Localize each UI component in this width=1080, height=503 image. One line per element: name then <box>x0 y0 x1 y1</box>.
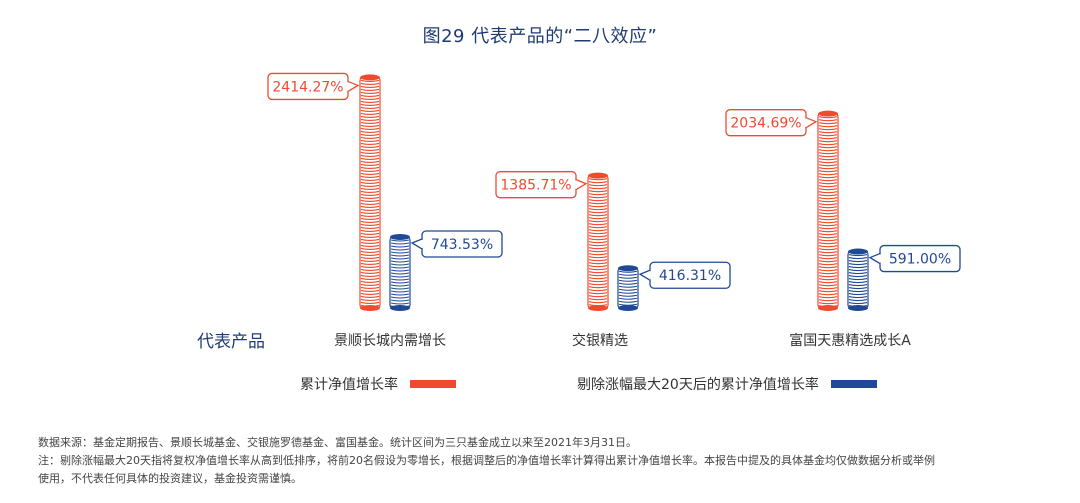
value-label-cumulative-3: 2034.69% <box>725 109 818 137</box>
footnote-note: 注：剔除涨幅最大20天指将复权净值增长率从高到低排序，将前20名假设为零增长，根… <box>38 454 935 467</box>
value-label-cumulative-2: 1385.71% <box>495 171 588 199</box>
value-label-excluded-1: 743.53% <box>410 230 503 258</box>
legend-excluded-label: 剔除涨幅最大20天后的累计净值增长率 <box>577 377 819 393</box>
category-label-2: 交银精选 <box>572 333 628 349</box>
legend-excluded: 剔除涨幅最大20天后的累计净值增长率 <box>577 374 877 394</box>
category-header: 代表产品 <box>197 332 265 352</box>
bar-cumulative-1 <box>359 74 381 311</box>
value-label-excluded-3: 591.00% <box>868 244 961 273</box>
bar-excluded-3 <box>847 248 869 311</box>
value-text: 2414.27% <box>272 79 343 95</box>
value-text: 1385.71% <box>500 178 571 194</box>
value-text: 416.31% <box>659 268 721 284</box>
legend-excluded-swatch <box>830 380 877 388</box>
value-text: 2034.69% <box>730 116 801 132</box>
chart-svg: 2414.27% 743.53% 1385.71% 416.31% 2034.69% 59… <box>267 72 961 311</box>
value-text: 743.53% <box>431 237 493 253</box>
legend-cumulative-label: 累计净值增长率 <box>300 377 398 393</box>
footnote-source: 数据来源：基金定期报告、景顺长城基金、交银施罗德基金、富国基金。统计区间为三只基… <box>38 436 637 449</box>
legend-cumulative-swatch <box>410 380 456 388</box>
bar-cumulative-2 <box>587 172 609 311</box>
bar-excluded-1 <box>389 233 411 311</box>
value-label-cumulative-1: 2414.27% <box>267 72 360 101</box>
category-label-1: 景顺长城内需增长 <box>334 333 446 349</box>
value-text: 591.00% <box>889 252 951 268</box>
bar-cumulative-3 <box>817 110 839 311</box>
footnote-note-cont: 使用，不代表任何具体的投资建议，基金投资需谨慎。 <box>38 472 302 485</box>
category-label-3: 富国天惠精选成长A <box>789 333 911 349</box>
value-label-excluded-2: 416.31% <box>638 261 731 289</box>
bar-excluded-2 <box>617 265 639 311</box>
chart-title: 图29 代表产品的“二八效应” <box>422 26 658 47</box>
legend-cumulative: 累计净值增长率 <box>300 374 456 394</box>
